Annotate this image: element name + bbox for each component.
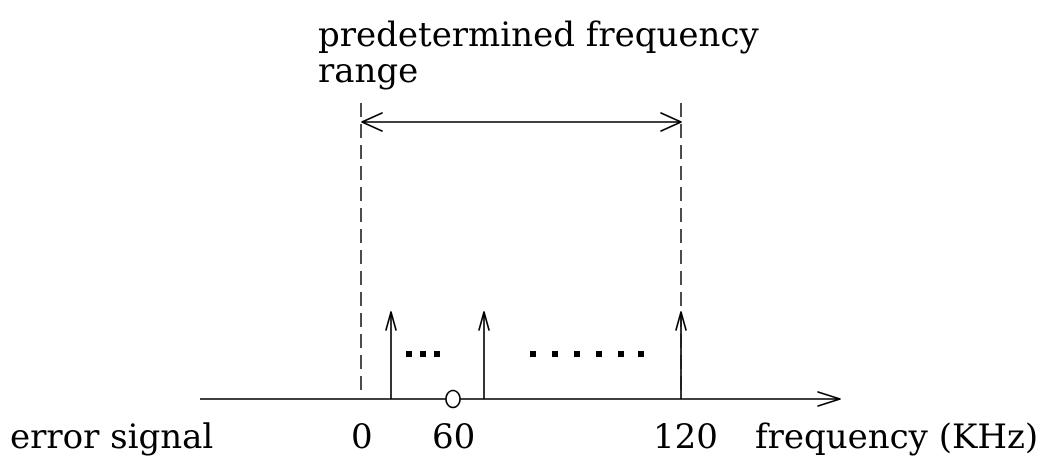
component-arrow-3	[675, 311, 687, 399]
tick-label-120: 120	[653, 417, 718, 457]
tick-label-0: 0	[351, 417, 373, 457]
ellipsis-dots-short	[406, 351, 440, 357]
axis-label-frequency: frequency (KHz)	[755, 417, 1038, 457]
range-double-arrow	[361, 112, 682, 132]
component-arrow-1	[385, 311, 397, 399]
frequency-axis	[200, 391, 841, 407]
error-signal-label: error signal	[10, 417, 213, 457]
component-arrow-2	[478, 311, 490, 399]
center-frequency-marker	[445, 389, 461, 409]
range-title-line1: predetermined frequency	[318, 15, 759, 55]
ellipsis-dots-long	[530, 351, 644, 357]
tick-label-60: 60	[432, 417, 475, 457]
range-title-line2: range	[318, 51, 418, 91]
